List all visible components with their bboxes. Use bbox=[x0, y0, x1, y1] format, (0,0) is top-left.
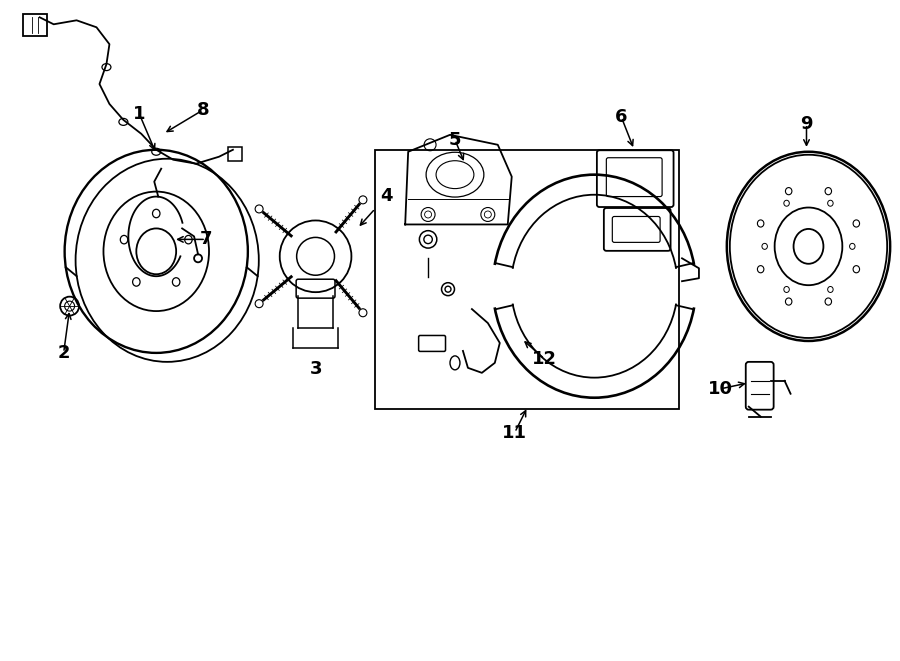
Text: 9: 9 bbox=[800, 115, 813, 133]
Text: 6: 6 bbox=[615, 108, 627, 126]
Text: 12: 12 bbox=[532, 350, 557, 368]
Bar bbox=[375, 150, 679, 408]
Text: 11: 11 bbox=[502, 424, 527, 442]
Text: 8: 8 bbox=[197, 101, 210, 119]
Text: 10: 10 bbox=[708, 380, 734, 398]
Text: 4: 4 bbox=[381, 186, 392, 204]
Text: 5: 5 bbox=[449, 131, 461, 149]
Text: 3: 3 bbox=[310, 360, 322, 378]
Text: 7: 7 bbox=[200, 231, 212, 249]
Text: 2: 2 bbox=[58, 344, 70, 362]
Text: 1: 1 bbox=[133, 105, 146, 123]
